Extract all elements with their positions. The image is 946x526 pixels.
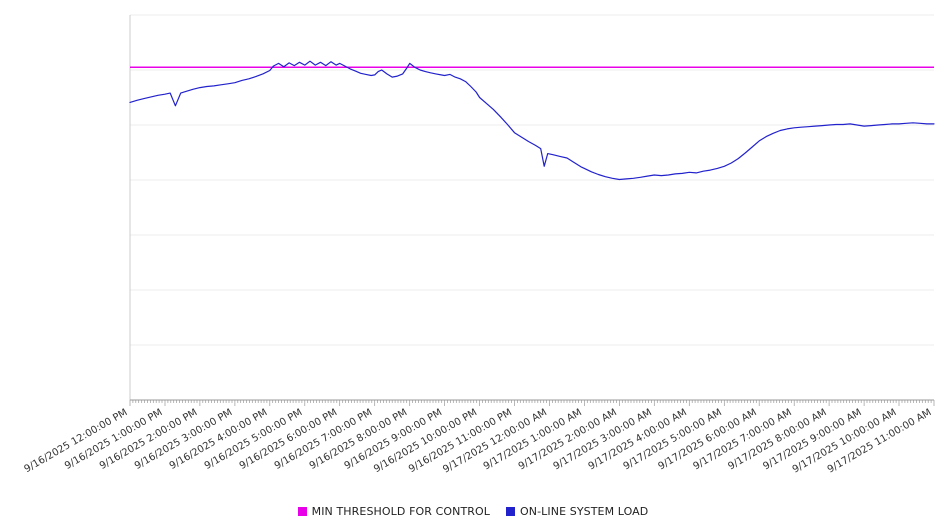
legend-item-system-load[interactable]: ON-LINE SYSTEM LOAD xyxy=(506,505,648,518)
system-load-legend-label: ON-LINE SYSTEM LOAD xyxy=(520,505,649,518)
chart-legend: MIN THRESHOLD FOR CONTROL ON-LINE SYSTEM… xyxy=(0,505,946,518)
load-chart: 9/16/2025 12:00:00 PM 9/16/2025 1:00:00 P… xyxy=(22,14,935,476)
chart-canvas: 9/16/2025 12:00:00 PM9/16/2025 1:00:00 P… xyxy=(22,14,935,476)
legend-item-min-threshold[interactable]: MIN THRESHOLD FOR CONTROL xyxy=(297,505,491,518)
system-load-color-swatch xyxy=(506,507,516,516)
threshold-color-swatch xyxy=(297,507,307,516)
threshold-legend-label: MIN THRESHOLD FOR CONTROL xyxy=(311,505,491,518)
